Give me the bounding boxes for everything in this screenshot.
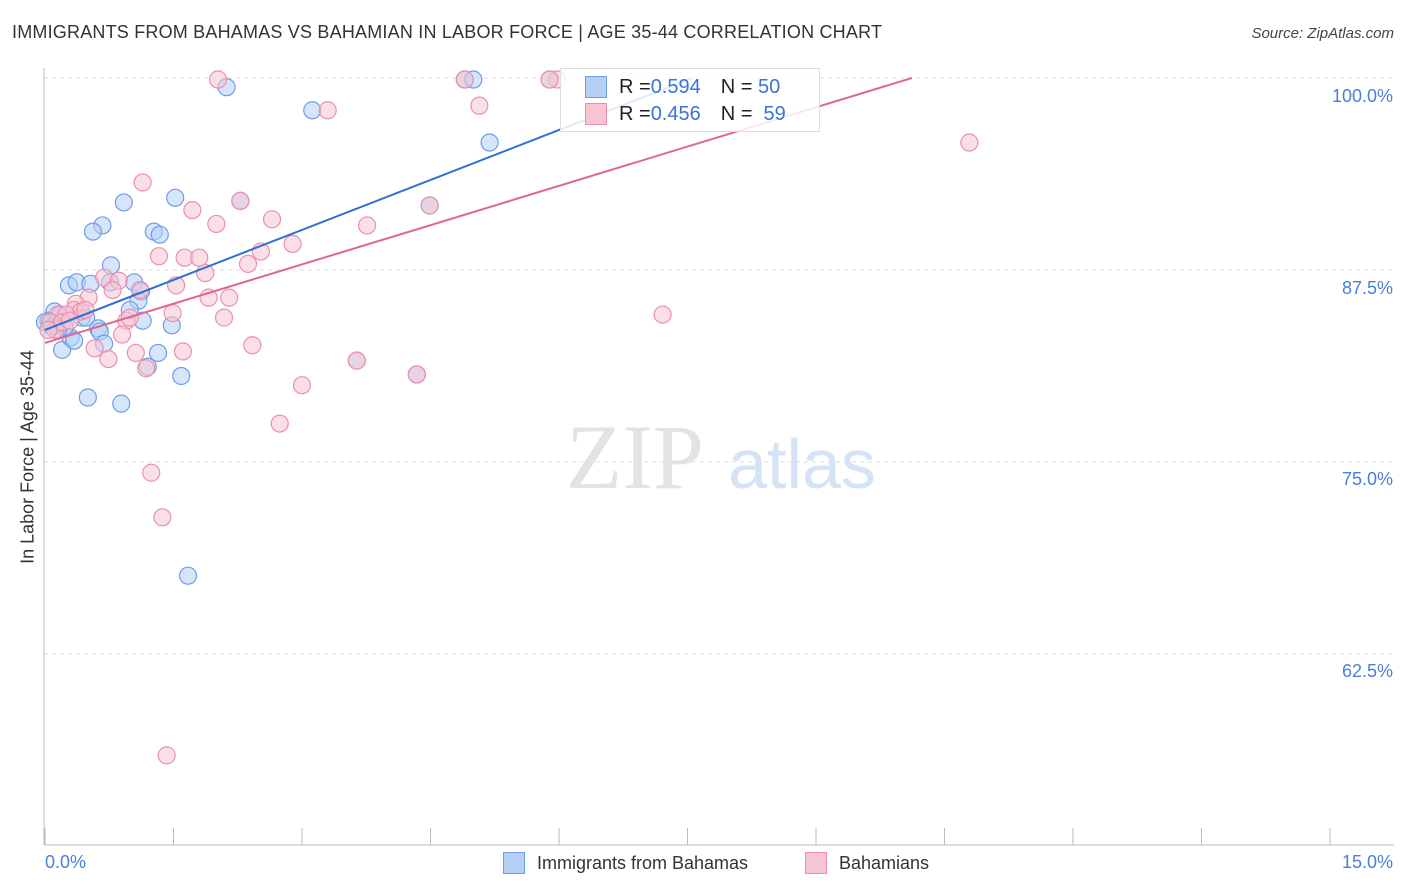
bahamians-point (85, 339, 104, 358)
bahamians-point (136, 359, 156, 378)
n-value: 59 (763, 102, 786, 125)
bahamians-point (407, 365, 426, 384)
bahamians-point (207, 214, 226, 234)
y-tick-label: 87.5% (1341, 278, 1393, 298)
immigrants-point (303, 101, 322, 120)
y-tick-label: 62.5% (1341, 661, 1393, 681)
immigrants-point (480, 133, 499, 152)
stats-legend: R = 0.594 N = 50 R = 0.456 N = 59 (560, 68, 820, 132)
blue-swatch (585, 76, 607, 98)
bahamians-point (358, 216, 377, 235)
bahamians-point (540, 70, 559, 89)
immigrants-point (78, 388, 97, 407)
bahamians-point (133, 173, 152, 192)
pink-swatch (805, 852, 827, 874)
blue-swatch (503, 852, 525, 874)
legend-item-immigrants[interactable]: Immigrants from Bahamas (503, 852, 748, 874)
bahamians-point (112, 325, 132, 344)
immigrants-point (148, 343, 168, 363)
bahamians-point (190, 248, 209, 267)
bahamians-point (470, 96, 489, 115)
y-tick-label: 75.0% (1341, 469, 1393, 489)
r-value: 0.456 (650, 102, 701, 125)
stats-row-bahamians: R = 0.456 N = 59 (585, 102, 786, 126)
bahamians-point (173, 342, 193, 361)
legend-label: Bahamians (839, 852, 930, 873)
legend-item-bahamians[interactable]: Bahamians (805, 852, 929, 874)
bahamians-point (653, 305, 672, 324)
pink-swatch (585, 103, 607, 125)
immigrants-point (53, 340, 72, 359)
bahamians-point (262, 210, 282, 229)
watermark-atlas: atlas (728, 425, 876, 503)
r-value: 0.594 (650, 75, 701, 98)
y-tick-label: 100.0% (1331, 86, 1393, 106)
r-label: R = (619, 102, 651, 125)
immigrants-point (83, 222, 103, 241)
bahamians-point (214, 308, 234, 327)
bahamians-point (39, 320, 58, 340)
immigrants-point (166, 188, 185, 207)
immigrants-point (150, 225, 169, 244)
bahamians-point (99, 349, 118, 369)
bahamians-point (960, 133, 979, 152)
immigrants-point (172, 366, 191, 386)
immigrants-point (178, 566, 198, 585)
n-value: 50 (758, 75, 781, 98)
bahamians-point (142, 463, 161, 482)
bahamians-point (318, 101, 337, 120)
chart-title: IMMIGRANTS FROM BAHAMAS VS BAHAMIAN IN L… (12, 22, 883, 42)
bahamians-point (183, 200, 202, 220)
x-tick-label: 15.0% (1341, 852, 1393, 872)
y-axis-label: In Labor Force | Age 35-44 (17, 350, 38, 564)
bahamians-point (153, 508, 172, 527)
bahamians-point (208, 70, 228, 89)
bahamians-point (283, 234, 302, 253)
n-label: N = (720, 102, 764, 125)
bahamians-point (238, 254, 258, 273)
watermark-zip: ZIP (566, 406, 704, 508)
bahamians-point (149, 247, 169, 266)
source-label: Source: ZipAtlas.com (1251, 25, 1394, 42)
immigrants-point (114, 193, 133, 212)
bahamians-point (420, 196, 439, 215)
immigrants-point (65, 331, 84, 350)
legend-label: Immigrants from Bahamas (537, 852, 749, 873)
bahamians-point (126, 343, 145, 363)
bahamians-point (163, 303, 182, 323)
immigrants-point (112, 394, 131, 413)
bahamians-point (231, 191, 250, 210)
r-label: R = (619, 75, 651, 98)
bahamians-point (220, 288, 239, 307)
x-tick-label: 0.0% (45, 852, 87, 872)
bahamians-point (347, 351, 366, 370)
stats-row-immigrants: R = 0.594 N = 50 (585, 75, 780, 99)
n-label: N = (720, 75, 758, 98)
bahamians-point (292, 376, 312, 395)
bahamians-point (103, 280, 122, 300)
bahamians-point (157, 746, 176, 765)
bahamians-point (243, 336, 262, 355)
bahamians-point (270, 414, 289, 433)
bahamians-point (455, 70, 474, 89)
